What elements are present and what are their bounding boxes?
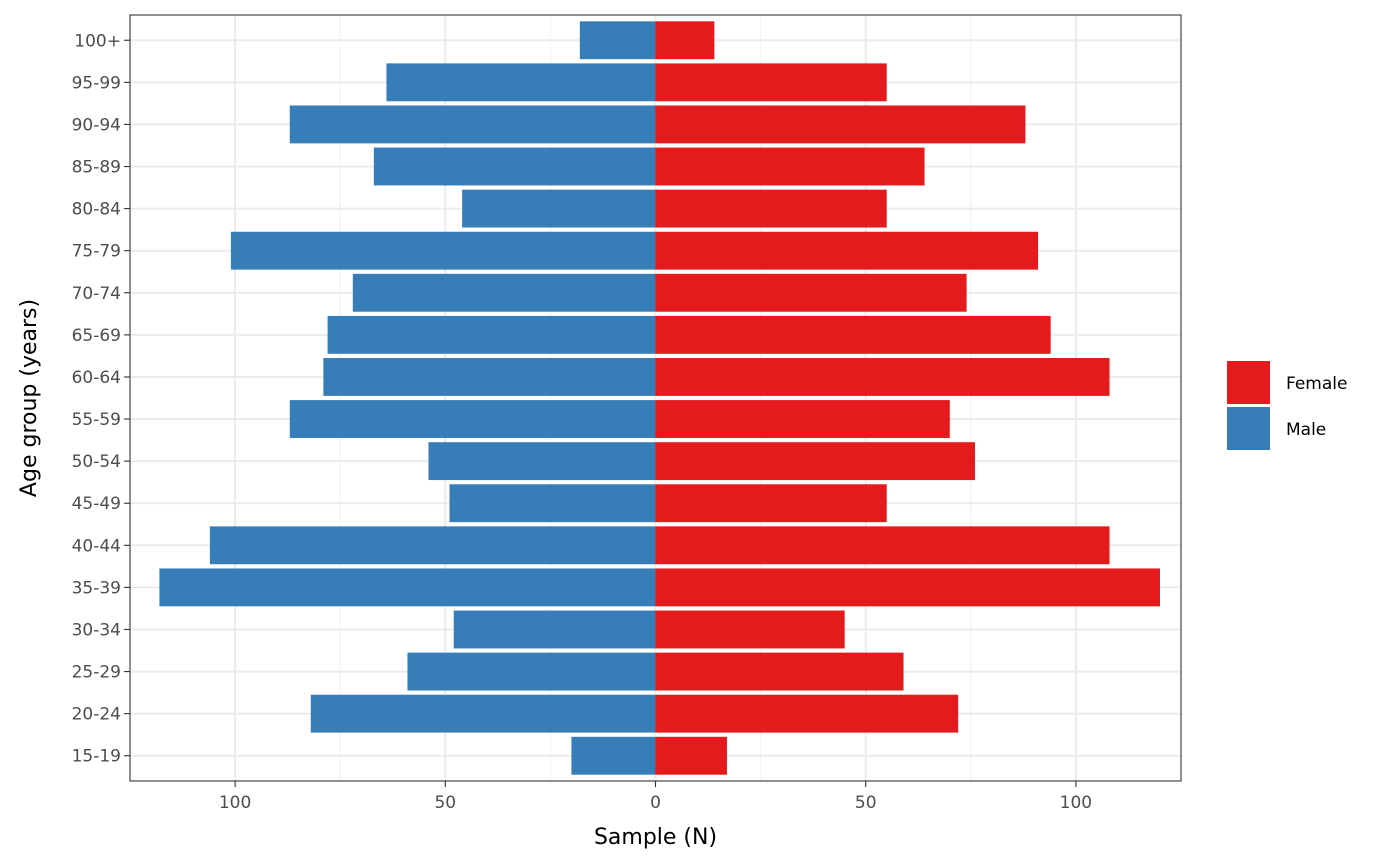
- bar-female-100+: [655, 21, 715, 60]
- legend-key-male: [1227, 407, 1270, 450]
- bar-male-95-99: [386, 63, 656, 102]
- bar-male-85-89: [373, 147, 656, 186]
- x-tick-label: 100: [219, 793, 251, 813]
- bar-female-30-34: [655, 610, 845, 649]
- y-tick-label: 25-29: [72, 663, 121, 683]
- bar-male-75-79: [230, 231, 656, 270]
- bar-male-40-44: [209, 526, 656, 565]
- bar-female-15-19: [655, 736, 727, 775]
- y-tick-label: 65-69: [72, 326, 121, 346]
- y-tick-label: 90-94: [72, 115, 121, 135]
- bar-female-45-49: [655, 484, 887, 523]
- bars: [159, 21, 1160, 775]
- bar-female-90-94: [655, 105, 1026, 144]
- y-tick-label: 100+: [74, 31, 121, 51]
- y-tick-label: 70-74: [72, 284, 121, 304]
- bar-male-25-29: [407, 652, 656, 691]
- bar-male-15-19: [571, 736, 656, 775]
- bar-female-95-99: [655, 63, 887, 102]
- bar-female-50-54: [655, 442, 976, 481]
- y-tick-label: 15-19: [72, 747, 121, 767]
- x-tick-label: 50: [855, 793, 877, 813]
- y-tick-label: 20-24: [72, 705, 121, 725]
- x-tick-label: 0: [650, 793, 661, 813]
- bar-male-60-64: [323, 358, 656, 396]
- bar-male-70-74: [352, 273, 656, 312]
- bar-male-30-34: [453, 610, 656, 649]
- x-axis-title: Sample (N): [594, 825, 717, 850]
- bar-male-90-94: [289, 105, 656, 144]
- bar-female-35-39: [655, 568, 1160, 607]
- y-tick-label: 35-39: [72, 578, 121, 598]
- y-tick-label: 45-49: [72, 494, 121, 514]
- bar-male-35-39: [159, 568, 656, 607]
- y-tick-label: 40-44: [72, 536, 121, 556]
- bar-female-70-74: [655, 273, 967, 312]
- bar-female-80-84: [655, 189, 887, 228]
- bar-male-45-49: [449, 484, 656, 523]
- bar-male-65-69: [327, 315, 656, 354]
- bar-female-85-89: [655, 147, 925, 186]
- x-axis: 100 50 0 50 100: [219, 781, 1092, 813]
- bar-male-20-24: [310, 694, 656, 733]
- bar-female-75-79: [655, 231, 1039, 270]
- legend-label-female: Female: [1286, 374, 1347, 394]
- bar-female-25-29: [655, 652, 904, 691]
- legend-label-male: Male: [1286, 420, 1326, 440]
- legend: Female Male: [1227, 361, 1347, 450]
- y-tick-label: 95-99: [72, 73, 121, 93]
- y-tick-label: 60-64: [72, 368, 121, 388]
- y-axis-title: Age group (years): [17, 299, 42, 497]
- y-axis: 15-19 20-24 25-29 30-34 35-39 40-44 45-49 50-54…: [72, 31, 130, 767]
- bar-male-55-59: [289, 400, 656, 438]
- y-tick-label: 30-34: [72, 620, 121, 640]
- bar-male-80-84: [462, 189, 656, 228]
- bar-female-55-59: [655, 400, 950, 438]
- y-tick-label: 55-59: [72, 410, 121, 430]
- x-tick-label: 100: [1060, 793, 1092, 813]
- y-tick-label: 85-89: [72, 158, 121, 178]
- y-tick-label: 80-84: [72, 200, 121, 220]
- y-tick-label: 75-79: [72, 242, 121, 262]
- legend-key-female: [1227, 361, 1270, 404]
- bar-female-40-44: [655, 526, 1110, 565]
- bar-female-60-64: [655, 358, 1110, 396]
- bar-male-100+: [579, 21, 656, 60]
- y-tick-label: 50-54: [72, 452, 121, 472]
- bar-female-20-24: [655, 694, 959, 733]
- x-tick-label: 50: [434, 793, 456, 813]
- bar-male-50-54: [428, 442, 656, 481]
- bar-female-65-69: [655, 315, 1051, 354]
